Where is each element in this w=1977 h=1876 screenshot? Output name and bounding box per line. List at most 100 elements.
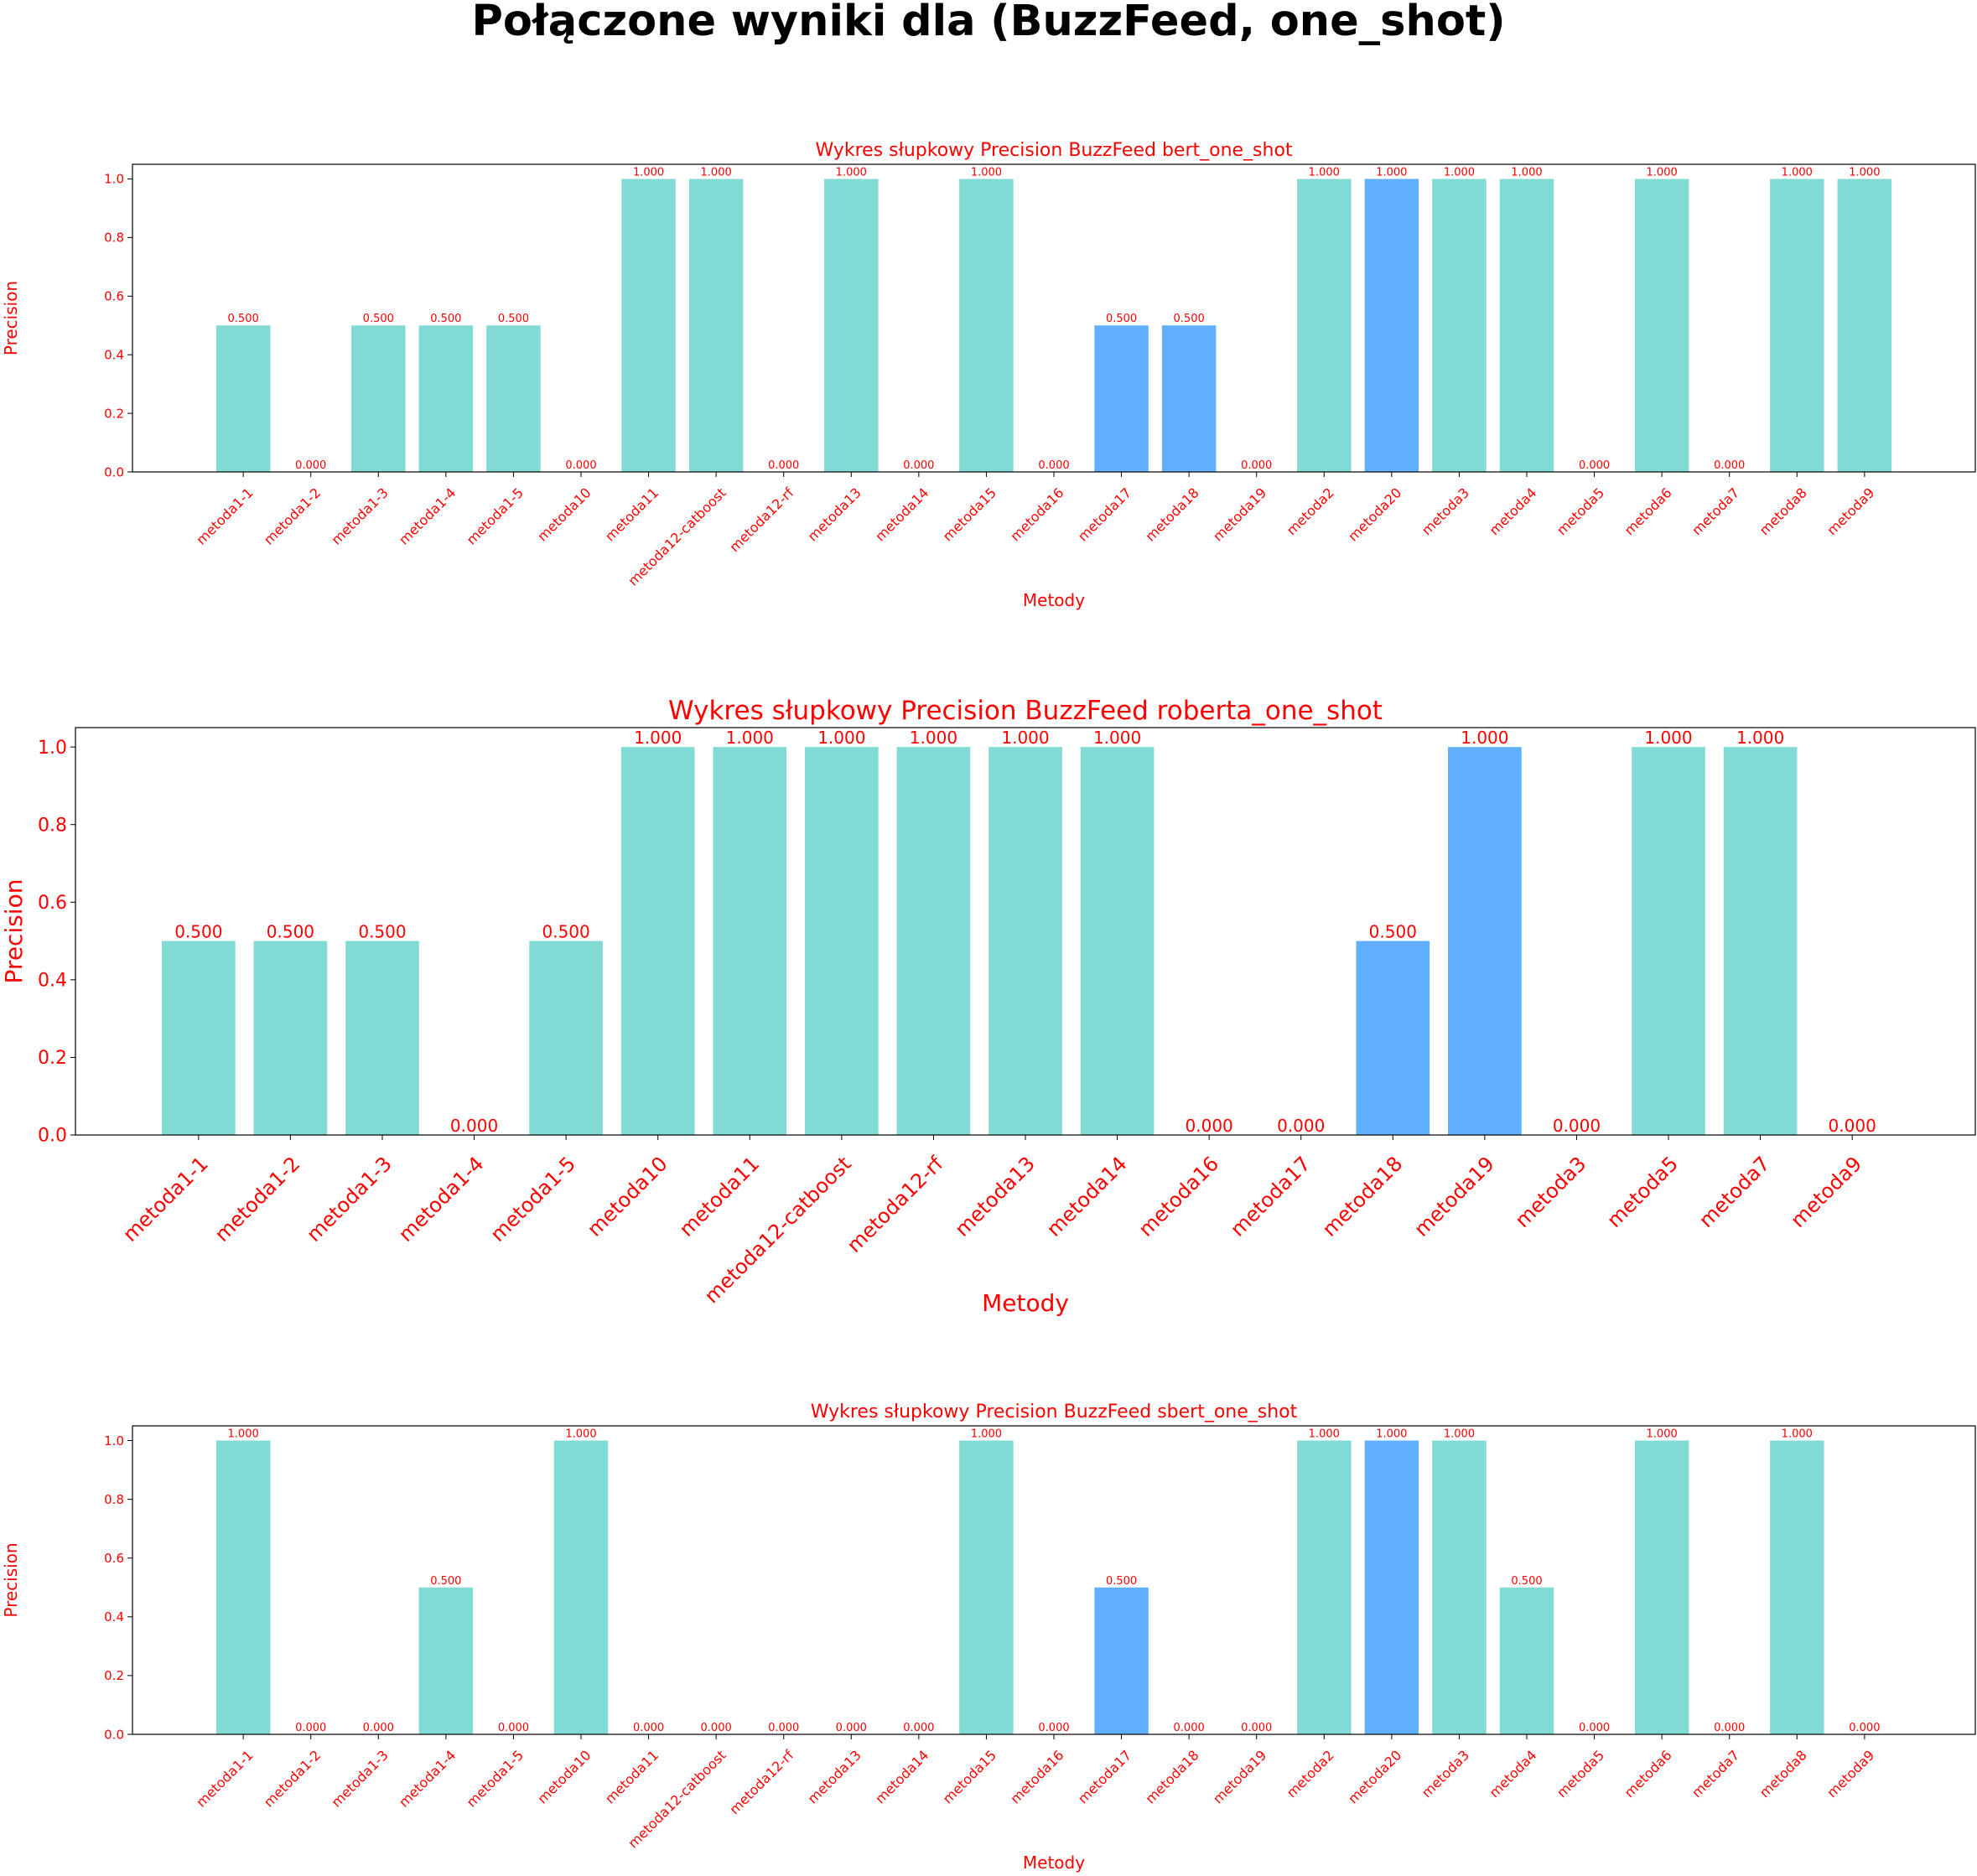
- x-tick-label: metoda12-rf: [726, 485, 797, 555]
- bar-value-label: 1.000: [1001, 728, 1049, 748]
- bar-value-label: 0.500: [1369, 922, 1417, 942]
- bar-value-label: 1.000: [1376, 166, 1407, 179]
- bar: [1356, 941, 1430, 1135]
- chart-title: Wykres słupkowy Precision BuzzFeed bert_…: [815, 140, 1292, 161]
- x-tick-label: metoda1-2: [261, 485, 324, 547]
- x-tick-label: metoda19: [1210, 485, 1269, 544]
- bar-value-label: 1.000: [1849, 166, 1880, 179]
- x-tick-label: metoda12-rf: [726, 1747, 797, 1817]
- y-tick-label: 0.0: [38, 1126, 67, 1147]
- x-tick-label: metoda5: [1602, 1152, 1683, 1232]
- bar-value-label: 0.000: [1038, 1722, 1069, 1734]
- x-tick-label: metoda2: [1284, 485, 1337, 538]
- bar-value-label: 0.000: [1829, 1116, 1876, 1136]
- bar-value-label: 0.000: [768, 1722, 799, 1734]
- x-tick-label: metoda19: [1409, 1152, 1499, 1241]
- bar: [713, 747, 787, 1135]
- x-tick-label: metoda2: [1284, 1747, 1337, 1801]
- bar: [896, 747, 971, 1135]
- y-tick-label: 0.2: [104, 1668, 124, 1683]
- x-tick-label: metoda1-5: [464, 485, 527, 547]
- y-tick-label: 0.4: [104, 1609, 124, 1625]
- y-tick-label: 0.6: [104, 289, 124, 304]
- x-tick-label: metoda15: [940, 1747, 999, 1806]
- bar: [1770, 179, 1824, 472]
- x-tick-label: metoda9: [1786, 1152, 1866, 1232]
- bar-value-label: 0.500: [228, 313, 259, 325]
- x-tick-label: metoda10: [583, 1152, 672, 1241]
- bar-value-label: 1.000: [971, 166, 1002, 179]
- bar: [1499, 1587, 1554, 1734]
- bar-value-label: 1.000: [910, 728, 957, 748]
- y-tick-label: 0.8: [104, 1492, 124, 1507]
- bar: [1432, 1440, 1487, 1734]
- bar: [162, 941, 236, 1135]
- x-tick-label: metoda1-3: [302, 1152, 397, 1246]
- x-tick-label: metoda10: [534, 485, 594, 544]
- bar: [988, 747, 1062, 1135]
- bar: [1161, 325, 1217, 472]
- bar: [1499, 179, 1554, 472]
- x-tick-label: metoda1-4: [396, 485, 459, 547]
- bar: [620, 747, 695, 1135]
- bar-value-label: 1.000: [836, 166, 867, 179]
- bar: [1837, 179, 1892, 472]
- bar: [418, 1587, 474, 1734]
- x-tick-label: metoda3: [1511, 1152, 1591, 1232]
- bar-value-label: 1.000: [1444, 166, 1475, 179]
- bar-value-label: 1.000: [701, 166, 732, 179]
- x-tick-label: metoda20: [1345, 1747, 1404, 1806]
- y-axis-label: Precision: [1, 281, 21, 355]
- chart-title: Wykres słupkowy Precision BuzzFeed sbert…: [811, 1402, 1298, 1423]
- bar: [1364, 1440, 1419, 1734]
- chart-title: Wykres słupkowy Precision BuzzFeed rober…: [668, 696, 1383, 726]
- bar-value-label: 0.500: [498, 313, 529, 325]
- x-tick-label: metoda13: [950, 1152, 1040, 1241]
- y-tick-label: 0.6: [38, 893, 67, 914]
- x-tick-label: metoda9: [1824, 485, 1877, 538]
- y-axis-label: Precision: [1, 1542, 21, 1617]
- bar-value-label: 1.000: [1782, 1428, 1813, 1441]
- x-axis-label: Metody: [1023, 1853, 1085, 1873]
- bar-value-label: 1.000: [1444, 1428, 1475, 1441]
- bar-value-label: 1.000: [1647, 1428, 1678, 1441]
- x-tick-label: metoda17: [1075, 485, 1134, 544]
- y-tick-label: 1.0: [38, 738, 67, 759]
- bar: [1770, 1440, 1824, 1734]
- x-tick-label: metoda1-1: [118, 1152, 213, 1246]
- x-axis-label: Metody: [982, 1289, 1069, 1317]
- x-tick-label: metoda18: [1318, 1152, 1408, 1241]
- y-tick-label: 1.0: [104, 1433, 124, 1448]
- bar: [1634, 179, 1689, 472]
- bar-value-label: 1.000: [633, 166, 664, 179]
- x-tick-label: metoda17: [1075, 1747, 1134, 1806]
- bar-value-label: 1.000: [1511, 166, 1542, 179]
- bar-value-label: 0.500: [267, 922, 314, 942]
- bar: [1723, 747, 1798, 1135]
- plot-frame: [75, 727, 1976, 1136]
- bar: [805, 747, 879, 1135]
- x-tick-label: metoda7: [1689, 1747, 1742, 1801]
- bar-value-label: 1.000: [1309, 166, 1340, 179]
- x-tick-label: metoda13: [805, 485, 864, 544]
- bar: [1297, 179, 1352, 472]
- bar-value-label: 0.000: [903, 1722, 934, 1734]
- bar: [215, 1440, 271, 1734]
- bar-value-label: 0.500: [542, 922, 589, 942]
- bar-value-label: 1.000: [817, 728, 865, 748]
- bar: [959, 1440, 1014, 1734]
- x-tick-label: metoda10: [534, 1747, 594, 1806]
- plot-frame: [132, 1425, 1976, 1735]
- bar-value-label: 0.000: [1579, 459, 1610, 472]
- x-tick-label: metoda1-4: [396, 1747, 459, 1810]
- plot-frame: [132, 163, 1976, 473]
- bar: [621, 179, 676, 472]
- x-tick-label: metoda5: [1554, 1747, 1607, 1801]
- x-tick-label: metoda1-5: [485, 1152, 580, 1246]
- bar: [418, 325, 474, 472]
- x-tick-label: metoda14: [872, 1747, 931, 1806]
- x-tick-label: metoda3: [1419, 1747, 1472, 1801]
- bar-value-label: 0.000: [1174, 1722, 1205, 1734]
- y-tick-label: 0.4: [104, 347, 124, 362]
- x-tick-label: metoda18: [1142, 485, 1201, 544]
